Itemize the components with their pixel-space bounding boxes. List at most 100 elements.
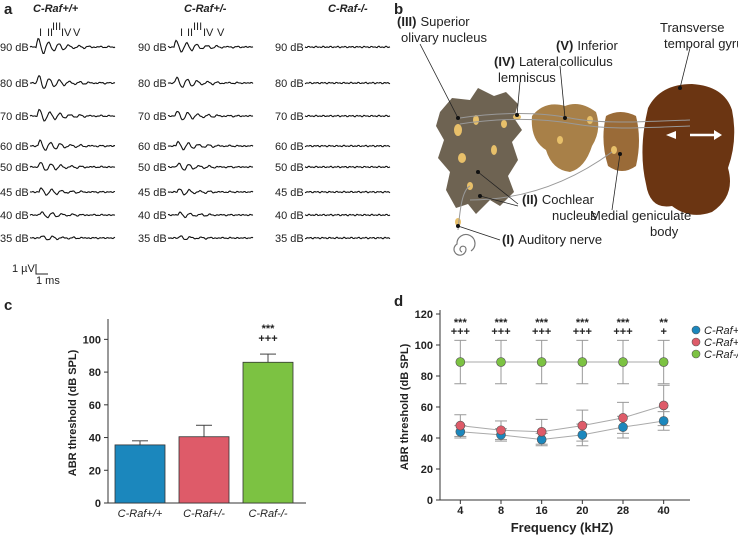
y-tick-label: 60	[89, 400, 101, 412]
wave-label: IV	[61, 27, 72, 39]
legend-swatch	[691, 349, 701, 359]
y-tick-label: 100	[415, 340, 433, 352]
level-label: 45 dB	[138, 187, 167, 199]
level-label: 60 dB	[275, 141, 304, 153]
abr-trace	[304, 114, 391, 118]
diagram-label: (I) Auditory nerve	[502, 232, 602, 247]
x-tick-label: 40	[658, 505, 670, 517]
significance: **	[659, 317, 668, 329]
y-axis-label: ABR threshold (dB SPL)	[399, 343, 411, 470]
y-tick-label: 60	[421, 402, 433, 414]
label-line: lemniscus	[498, 70, 556, 85]
point	[455, 357, 466, 367]
label-line: Superior	[421, 14, 471, 29]
level-label: 90 dB	[275, 42, 304, 54]
abr-trace	[167, 235, 254, 241]
point	[658, 400, 669, 411]
level-label: 80 dB	[0, 78, 29, 90]
diagram-label: (V) Inferior colliculus	[556, 38, 618, 69]
significance: ***	[576, 317, 590, 329]
level-label: 40 dB	[0, 210, 29, 222]
label-line: Transverse	[660, 20, 725, 35]
significance: +++	[258, 333, 277, 345]
label-number: (II)	[522, 192, 538, 207]
diagram-label: (II) Cochlear nucleus	[522, 192, 597, 223]
panel-letter: d	[394, 293, 403, 310]
significance: +	[660, 326, 666, 338]
point	[496, 425, 506, 436]
bar	[178, 436, 230, 504]
significance: +++	[613, 326, 632, 338]
abr-trace	[168, 162, 254, 171]
genotype-header: C-Raf-/-	[328, 3, 368, 15]
label-line: Auditory nerve	[518, 232, 602, 247]
y-tick-label: 20	[421, 464, 433, 476]
y-tick-label: 100	[83, 334, 101, 346]
legend-swatch	[691, 337, 701, 347]
abr-trace	[29, 187, 116, 196]
x-tick-label: 4	[457, 505, 464, 517]
diagram-label: (IV) Lateral lemniscus	[494, 54, 559, 85]
level-label: 70 dB	[275, 111, 304, 123]
abr-trace	[304, 81, 391, 85]
x-tick-label: 8	[498, 505, 504, 517]
abr-trace	[29, 139, 116, 151]
scale-x-label: 1 ms	[36, 275, 60, 287]
level-label: 70 dB	[0, 111, 29, 123]
level-label: 50 dB	[0, 162, 29, 174]
point	[658, 357, 669, 367]
y-tick-label: 0	[95, 498, 101, 510]
label-line: Cochlear	[542, 192, 595, 207]
significance: +++	[573, 326, 592, 338]
level-label: 40 dB	[275, 210, 304, 222]
level-label: 60 dB	[138, 141, 167, 153]
label-number: (III)	[397, 14, 417, 29]
label-line: Inferior	[577, 38, 618, 53]
x-tick-label: 20	[576, 505, 588, 517]
panel-letter: c	[4, 297, 12, 314]
abr-trace	[29, 74, 116, 89]
significance: +++	[451, 326, 470, 338]
x-tick-label: 16	[536, 505, 548, 517]
abr-trace	[29, 37, 116, 54]
auditory-diagram	[419, 43, 735, 256]
y-tick-label: 40	[89, 433, 101, 445]
label-line: body	[650, 224, 679, 239]
abr-trace	[29, 211, 116, 219]
label-line: olivary nucleus	[401, 30, 487, 45]
level-label: 35 dB	[275, 233, 304, 245]
wave-label: V	[217, 27, 225, 39]
level-label: 40 dB	[138, 210, 167, 222]
abr-trace	[167, 110, 254, 121]
significance: ***	[454, 317, 468, 329]
point	[496, 357, 506, 367]
abr-trace	[29, 108, 116, 122]
point	[618, 357, 628, 367]
panel-letter: a	[4, 1, 13, 18]
y-axis-label: ABR threshold (dB SPL)	[67, 349, 79, 476]
abr-trace	[304, 236, 391, 240]
x-tick-label: 28	[617, 505, 629, 517]
x-axis-label: Frequency (kHZ)	[511, 520, 614, 535]
legend-label: C-Raf+/-	[704, 337, 738, 349]
level-label: 80 dB	[138, 78, 167, 90]
point	[577, 357, 588, 367]
scale-bar	[35, 264, 48, 275]
point	[577, 430, 588, 440]
significance: ***	[617, 317, 631, 329]
abr-trace	[304, 45, 391, 49]
level-label: 45 dB	[0, 187, 29, 199]
level-label: 50 dB	[138, 162, 167, 174]
significance: ***	[535, 317, 549, 329]
level-label: 45 dB	[275, 187, 304, 199]
abr-trace	[304, 213, 391, 217]
y-tick-label: 80	[89, 367, 101, 379]
bar	[114, 444, 166, 504]
x-tick-label: C-Raf+/-	[183, 508, 225, 520]
point	[618, 422, 628, 432]
genotype-header: C-Raf+/+	[33, 3, 79, 15]
label-number: (V)	[556, 38, 573, 53]
wave-label: II	[187, 27, 193, 39]
abr-trace	[304, 165, 391, 169]
